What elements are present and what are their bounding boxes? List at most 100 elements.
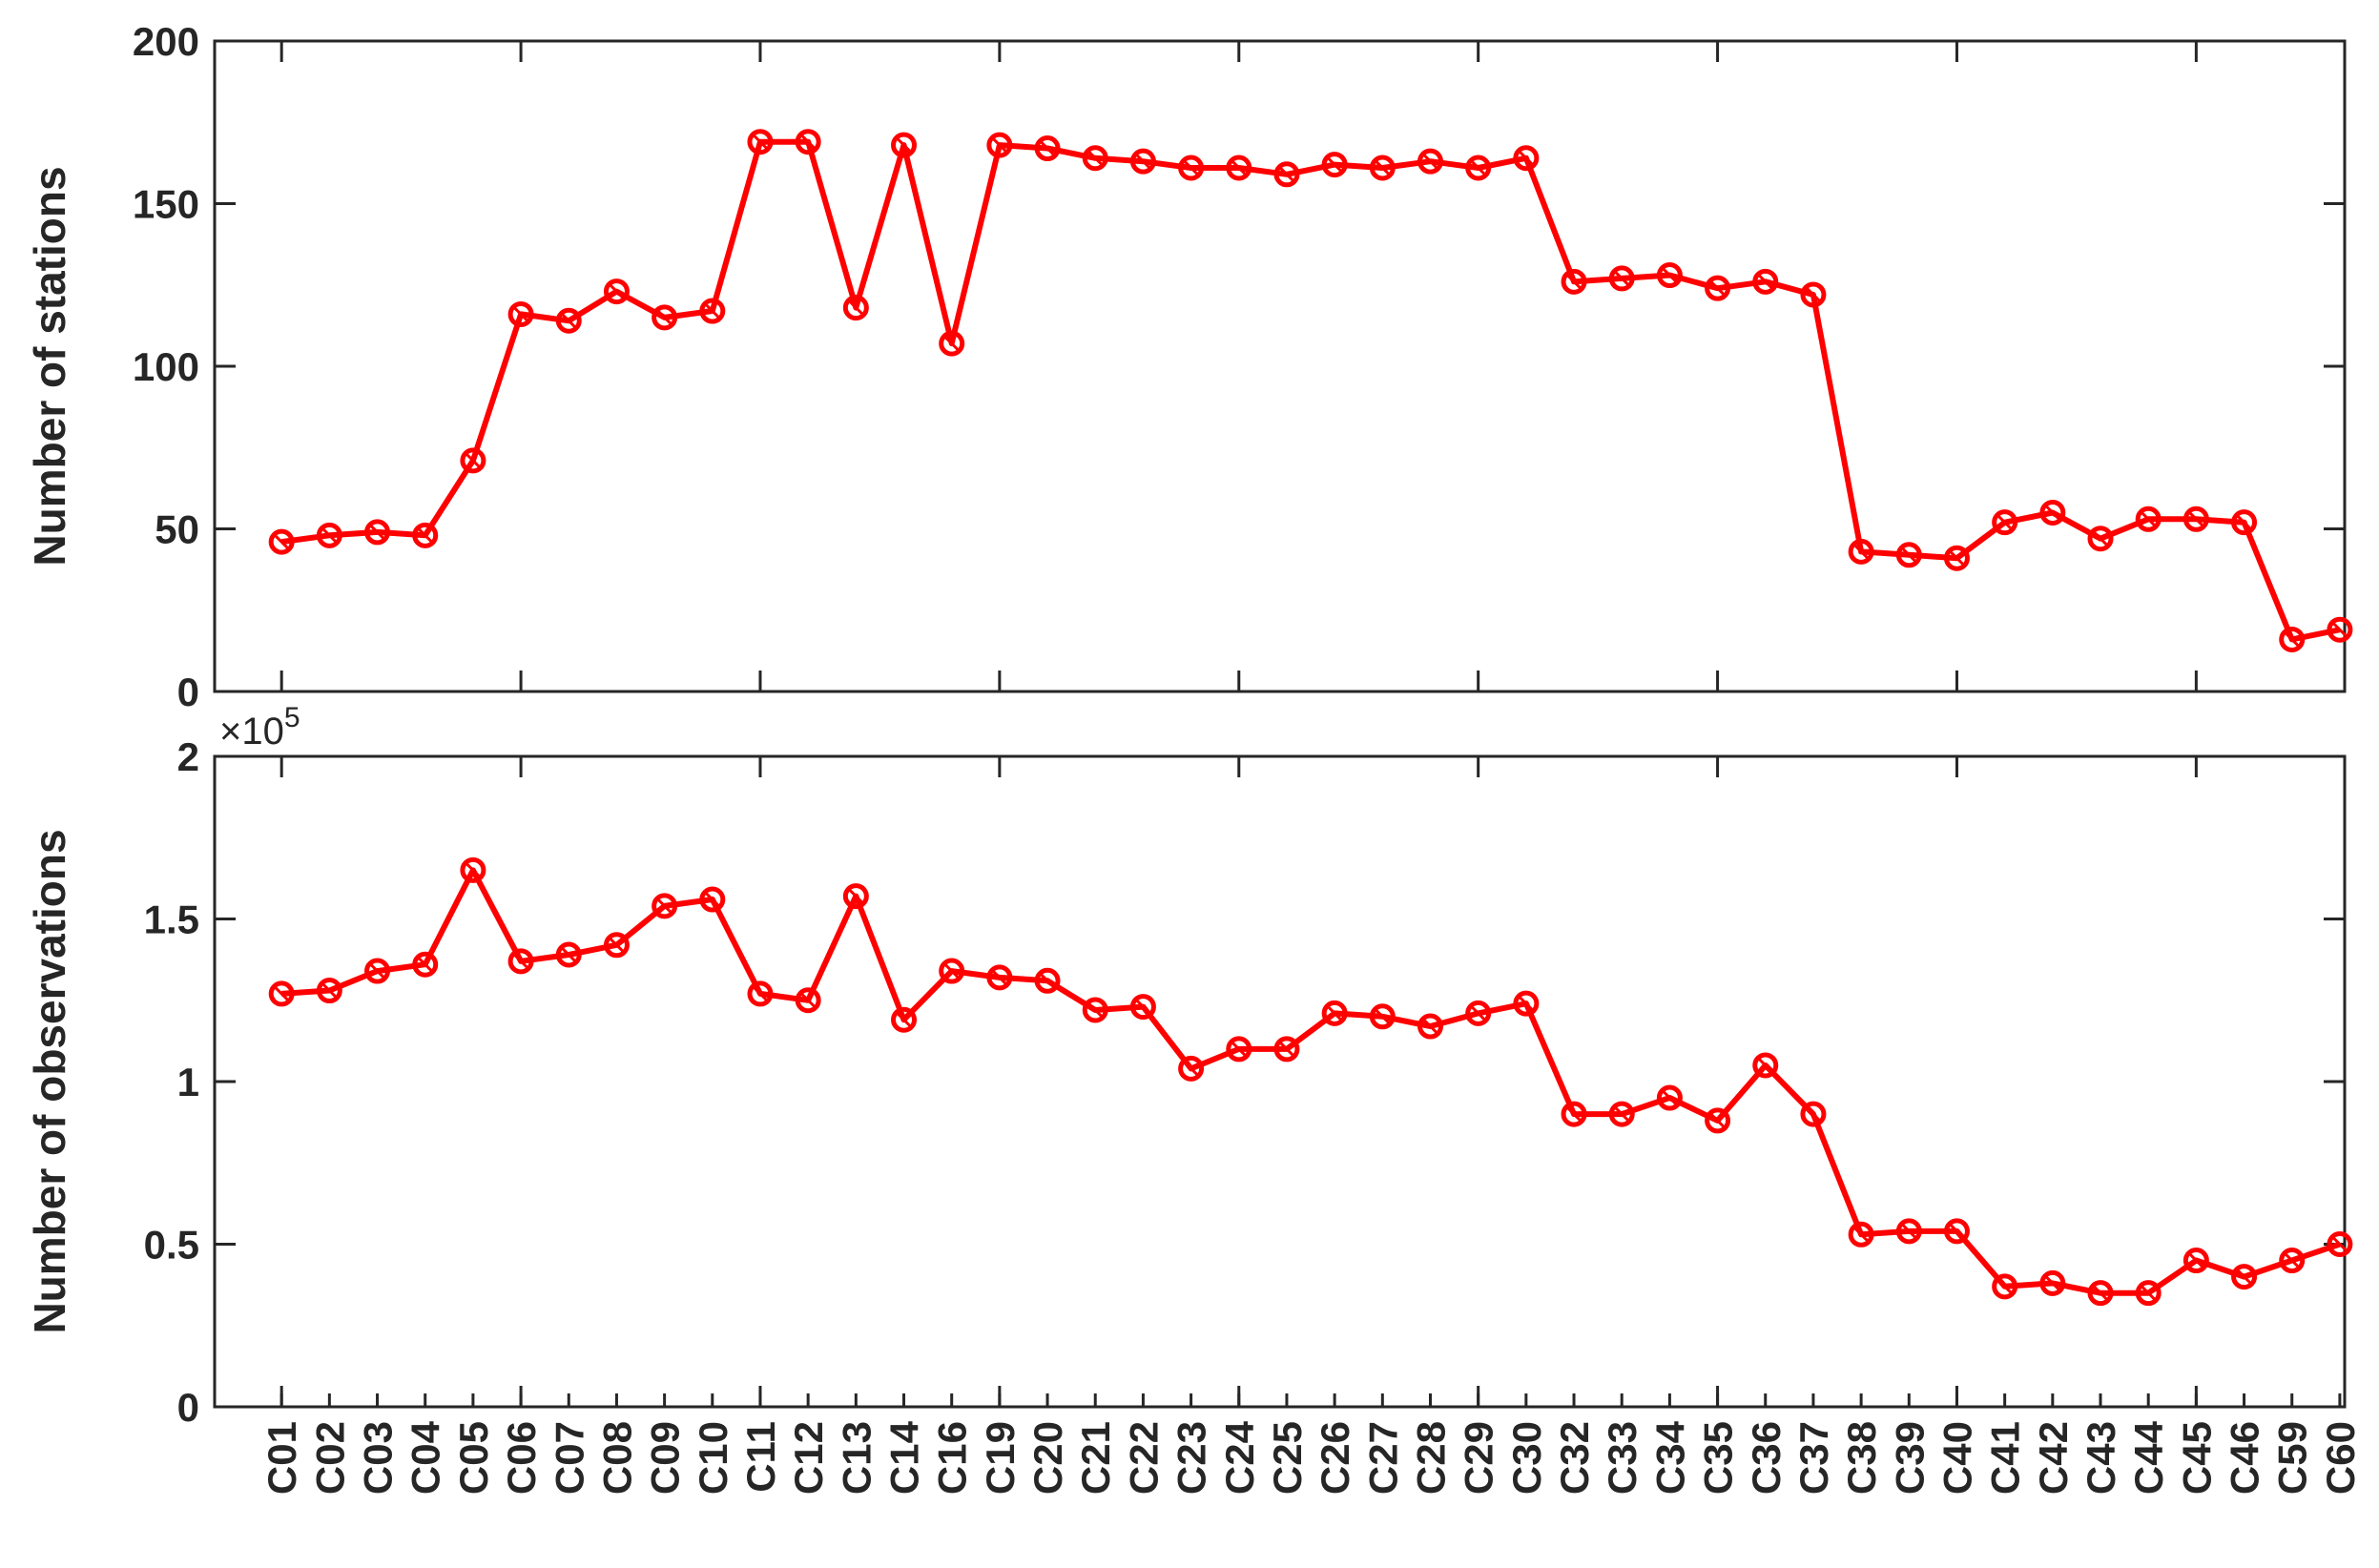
stations-data-point [2279,626,2306,652]
observations-data-point-cross [2236,1269,2252,1285]
x-tick-label: C35 [1696,1421,1741,1495]
stations-data-point [1082,145,1108,172]
observations-plot-area [213,754,2347,1409]
stations-data-point [1656,262,1683,289]
stations-data-point [2135,505,2162,532]
stations-data-point-cross [2092,530,2109,547]
stations-data-point-cross [991,137,1007,154]
observations-panel: 0 0.5 1 1.5 2 Number of observations ×105 [25,702,2353,1430]
x-tick-label: C33 [1600,1421,1645,1495]
stations-data-point [1992,509,2018,536]
observations-data-point [603,932,630,959]
stations-data-point-cross [609,283,625,299]
x-tick-label: C07 [547,1421,591,1495]
observations-data-point-cross [369,962,385,980]
observations-data-point [699,886,726,913]
stations-data-point [2231,509,2258,536]
x-tick-label: C11 [738,1421,783,1493]
observations-series [268,856,2353,1307]
observations-data-point-cross [1996,1278,2013,1294]
observations-data-point-cross [274,985,290,1001]
x-tick-label: C29 [1457,1421,1501,1495]
stations-data-point [1129,148,1156,175]
stations-data-point-cross [2141,511,2157,527]
observations-ytick-label: 1.5 [144,897,199,942]
stations-data-point [1943,545,1970,571]
observations-data-point-cross [2044,1275,2060,1291]
stations-ticks [215,39,2345,693]
x-tick-label: C24 [1217,1420,1262,1495]
stations-data-point [1034,135,1061,162]
observations-data-point-cross [1231,1041,1247,1057]
stations-data-point [1513,145,1540,172]
observations-data-point [1608,1101,1635,1127]
stations-data-point-cross [1422,154,1438,170]
stations-data-point [1178,155,1205,181]
stations-ytick-label: 50 [155,507,199,552]
stations-data-point [1752,268,1779,295]
observations-ytick-labels: 0 0.5 1 1.5 2 [144,734,199,1430]
observations-data-point [939,958,965,984]
observations-data-point [1226,1036,1252,1063]
stations-series [268,129,2353,652]
stations-data-point-cross [1949,550,1965,567]
observations-ytick-label: 2 [177,734,199,779]
stations-data-point-cross [2331,622,2348,638]
x-tick-label: C28 [1409,1421,1454,1495]
observations-data-point-cross [2284,1252,2300,1269]
observations-data-point-cross [321,982,338,999]
observations-data-point-cross [561,946,577,963]
stations-data-point [364,519,391,546]
stations-data-point-cross [704,302,720,320]
observations-ytick-label: 0 [177,1385,199,1430]
observations-data-point [555,941,582,968]
observations-data-point-cross [2092,1285,2109,1301]
stations-data-point [412,522,439,548]
stations-data-point-cross [274,534,290,550]
stations-data-point [555,307,582,334]
x-tick-label: C03 [356,1421,401,1495]
stations-data-point-cross [943,336,960,352]
x-tick-label: C60 [2318,1421,2363,1495]
stations-data-point-cross [1039,140,1056,156]
observations-data-point-cross [1901,1223,1917,1239]
observations-data-point [1656,1084,1683,1111]
stations-data-point-cross [1709,280,1726,297]
stations-data-point [2039,499,2066,526]
stations-data-point [460,447,486,474]
stations-ytick-labels: 0 50 100 150 200 [133,19,199,714]
observations-data-point [1465,1000,1492,1026]
stations-data-point-cross [1278,166,1295,182]
stations-data-point-cross [1565,274,1583,290]
exponent-base: ×10 [219,711,284,753]
stations-plot-area [213,39,2347,693]
x-tick-label: C04 [403,1420,448,1495]
observations-data-point-cross [1135,999,1151,1015]
stations-data-point-cross [1996,514,2013,530]
stations-data-point-cross [2236,514,2252,530]
stations-data-point [891,132,918,158]
stations-data-point-cross [848,299,864,316]
stations-data-point [939,330,965,357]
observations-data-point-cross [943,962,960,980]
x-tick-label: C10 [691,1421,735,1495]
observations-data-point [795,987,821,1014]
x-tick-label: C21 [1073,1421,1118,1495]
observations-data-point-cross [1278,1041,1295,1057]
observations-data-point [460,856,486,883]
stations-y-axis-title: Number of stations [25,166,74,566]
observations-data-point-cross [1327,1005,1343,1021]
x-tick-label: C59 [2270,1421,2315,1495]
observations-data-point-cross [1470,1005,1486,1021]
x-tick-label: C16 [930,1421,975,1495]
observations-data-point-cross [1709,1112,1726,1128]
stations-data-point [1705,275,1731,301]
x-tick-label: C27 [1360,1421,1405,1495]
observations-ytick-label: 1 [177,1060,199,1104]
x-tick-label: C40 [1935,1421,1980,1495]
stations-data-point [2087,526,2114,552]
stations-data-point-cross [2188,511,2204,527]
observations-data-point [891,1006,918,1033]
observations-data-point [1800,1101,1827,1127]
x-tick-label: C32 [1552,1421,1597,1495]
